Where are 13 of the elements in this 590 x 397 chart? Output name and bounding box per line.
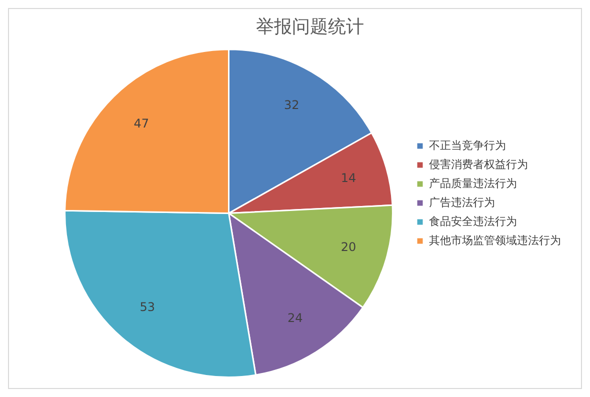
data-label: 14 xyxy=(340,170,356,185)
legend-label: 不正当竞争行为 xyxy=(429,138,506,152)
data-label: 20 xyxy=(340,240,356,254)
legend-label: 侵害消费者权益行为 xyxy=(429,158,528,171)
data-label: 32 xyxy=(284,98,300,112)
data-label: 47 xyxy=(134,116,150,131)
legend-label: 其他市场监管领域违法行为 xyxy=(429,234,561,247)
data-label: 24 xyxy=(288,310,303,325)
data-label: 53 xyxy=(140,300,156,314)
legend-label: 产品质量违法行为 xyxy=(429,176,517,190)
legend-label: 广告违法行为 xyxy=(429,196,495,209)
legend-label: 食品安全违法行为 xyxy=(429,214,517,228)
chart-title: 举报问题统计 xyxy=(256,16,364,38)
